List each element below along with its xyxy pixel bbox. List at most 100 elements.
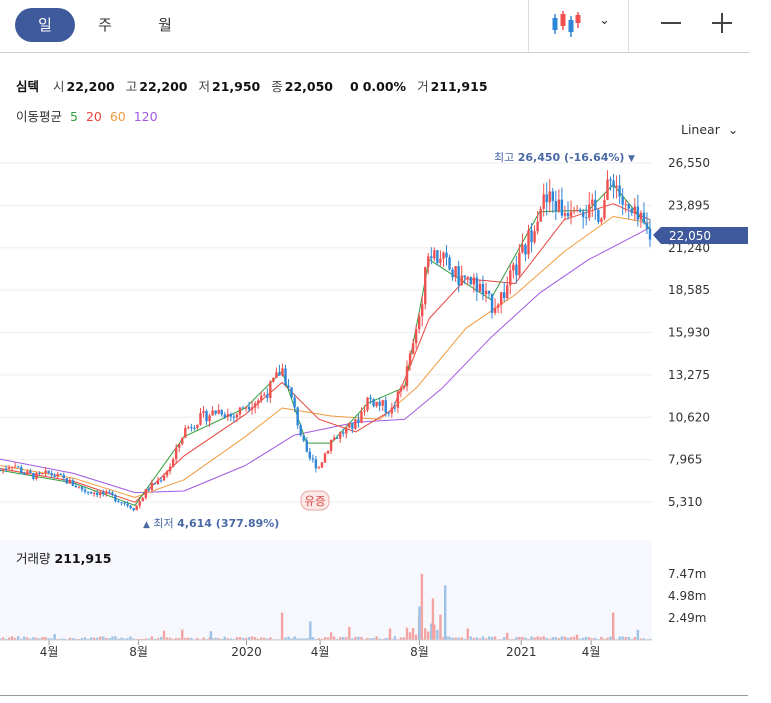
volume-bar [305,638,308,640]
volume-bar [354,636,357,640]
volume-bar [591,638,594,640]
volume-bar [156,638,160,640]
volume-bar [284,637,287,640]
volume-bar [141,638,144,640]
candle-body [205,411,208,422]
candle-body [490,293,494,313]
volume-bar [317,638,321,640]
candle-body [62,474,65,479]
svg-text:최고 26,450 (-16.64%): 최고 26,450 (-16.64%) ▼ [494,151,635,164]
candle-body [326,450,330,454]
volume-bar [250,636,254,640]
volume-bar [32,637,35,640]
tab-day[interactable]: 일 [15,8,75,42]
high-value: 22,200 [139,79,188,94]
volume-bar [342,636,345,640]
volume-bar [74,638,78,640]
volume-bar [575,634,579,640]
candle-body [381,400,384,406]
volume-bar [515,637,518,640]
volume-bar [92,637,96,640]
candle-body [244,406,248,409]
candle-body [472,277,476,285]
volume-bar [609,636,612,640]
candle-body [454,266,457,278]
candle-body [335,437,339,439]
volume-bar [451,637,454,640]
candle-body [466,277,469,279]
candle-body [478,283,482,292]
price-tick-label: 13,275 [668,368,710,382]
volume-bar [411,627,415,640]
volume-header-label: 거래량 [16,551,51,566]
volume-bar [606,637,609,640]
candle-body [481,283,485,295]
minus-icon[interactable] [661,22,681,24]
scale-selector[interactable]: Linear ⌄ [681,122,738,137]
volume-bar [114,636,117,640]
volume-bar [138,638,141,640]
moving-average-legend[interactable]: 이동평균 5 20 60 120 [16,106,162,125]
tab-week[interactable]: 주 [98,16,112,34]
candle-body [272,377,275,382]
volume-bar [260,637,263,640]
event-marker[interactable]: 유증 [300,490,330,511]
volume-bar [521,636,524,640]
volume-bar [202,637,205,640]
volume-bar [481,636,485,640]
ma-60: 60 [109,109,126,124]
volume-bar [539,637,542,640]
volume-bar [338,637,342,640]
candle-body [530,230,533,243]
candle-body [363,410,366,412]
volume-bar [95,637,99,640]
volume-bar [220,638,223,640]
candle-body [68,480,72,484]
volume-bar [512,638,515,640]
time-tick-label: 4월 [311,645,330,659]
high-label: 고 [125,79,138,94]
candle-body [366,397,369,411]
volume-bar [484,638,488,640]
candle-body [630,208,633,214]
volume-bar [159,636,163,640]
candle-body [290,387,293,398]
candle-body [448,257,451,270]
candle-body [615,185,618,188]
volume-bar [29,638,32,640]
volume-bar [147,638,151,640]
volume-bar [10,636,14,640]
period-tabs: 일 주 월 [15,8,195,42]
candle-body [44,470,47,474]
candle-body [59,473,62,475]
volume-bar [71,638,75,640]
volume-bar [223,636,226,640]
volume-bar [150,636,154,640]
candle-body [636,206,640,220]
quote-summary: 심텍 시 22,200 고 22,200 저 21,950 종 22,050 0 0.00… [16,76,495,95]
candle-body [393,407,397,409]
volume-bar [302,638,305,640]
candle-body [557,199,561,212]
candle-body [308,451,312,459]
ma-120: 120 [133,109,158,124]
volume-bar [463,638,466,640]
candle-body [527,230,530,255]
volume-bar [50,638,53,640]
candle-body [621,196,624,205]
low-annotation-arrow: ▲ [143,520,150,530]
time-tick-label: 2021 [506,645,537,659]
candle-body [369,397,372,400]
candle-body [0,470,2,472]
tab-month[interactable]: 월 [158,16,172,34]
chevron-down-icon[interactable]: ⌄ [599,13,610,28]
candle-body [220,410,223,415]
chart-type-selector[interactable]: ⌄ [528,0,629,52]
volume-bar [545,637,548,640]
time-axis: 4월 8월 2020 4월 8월 2021 4월 [40,640,600,659]
candle-body [581,211,585,218]
candle-body [430,256,433,259]
candle-body [506,285,509,299]
candle-body [521,244,524,253]
